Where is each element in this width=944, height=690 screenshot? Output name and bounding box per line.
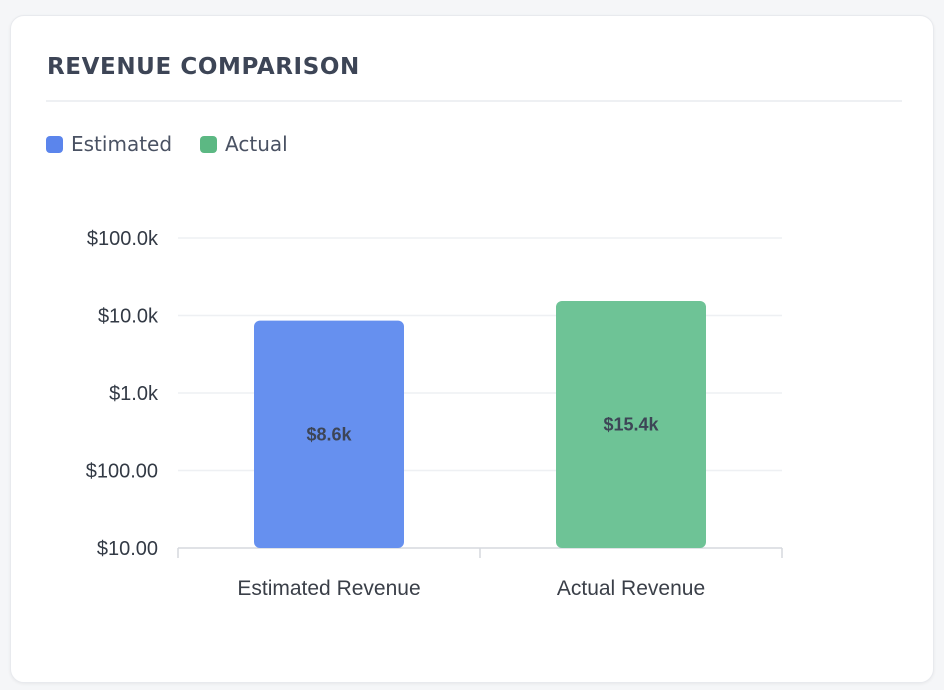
chart-legend: Estimated Actual <box>46 132 316 156</box>
revenue-comparison-card: REVENUE COMPARISON Estimated Actual $10.… <box>10 15 934 683</box>
legend-label-actual: Actual <box>225 132 288 156</box>
x-category-label: Actual Revenue <box>557 577 705 600</box>
y-tick-label: $1.0k <box>109 383 159 405</box>
bar-value-label: $8.6k <box>306 424 352 444</box>
y-tick-label: $100.0k <box>87 228 159 250</box>
y-tick-label: $10.0k <box>98 306 159 328</box>
bar-actual <box>556 300 706 548</box>
y-tick-label: $100.00 <box>86 461 158 483</box>
legend-item-actual[interactable]: Actual <box>200 132 288 156</box>
card-title: REVENUE COMPARISON <box>47 54 360 80</box>
x-category-label: Estimated Revenue <box>237 577 420 600</box>
legend-swatch-actual <box>200 135 218 153</box>
y-tick-label: $10.00 <box>97 538 158 560</box>
bar-estimated <box>254 320 404 548</box>
bar-value-label: $15.4k <box>603 414 659 434</box>
title-divider <box>46 100 902 102</box>
legend-label-estimated: Estimated <box>71 132 173 156</box>
legend-swatch-estimated <box>46 135 63 153</box>
legend-item-estimated[interactable]: Estimated <box>46 132 172 156</box>
revenue-bar-chart: $10.00 $100.00 $1.0k $10.0k $100.0k $8.6k Esti… <box>86 228 783 600</box>
